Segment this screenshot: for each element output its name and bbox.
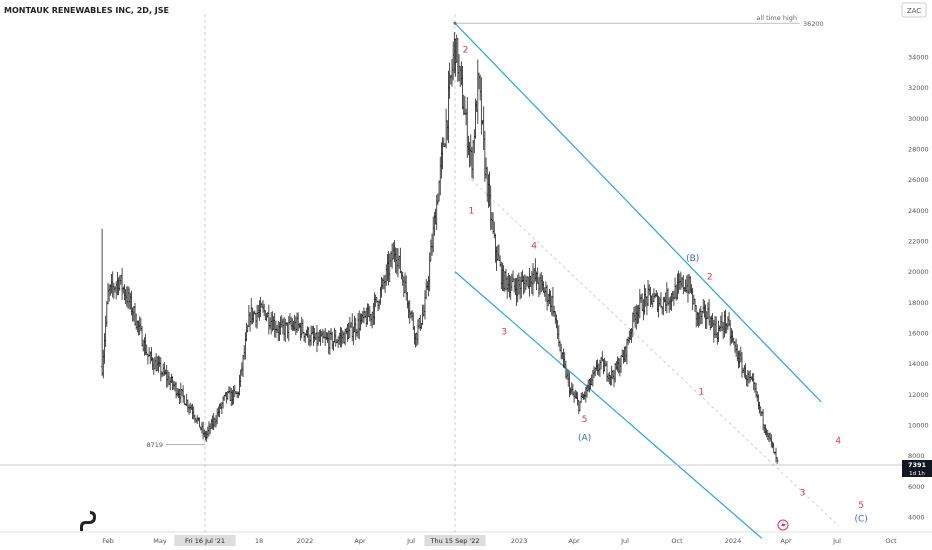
wave-label: 3	[501, 328, 507, 338]
low-marker-label: 8719	[146, 441, 163, 449]
x-tick-label: Fri 16 Jul '21	[185, 537, 225, 545]
currency-badge[interactable]	[901, 2, 927, 18]
price-markers: all time high 36200 8719 7391 1d 1h	[0, 14, 932, 477]
crosshair-date-badge	[174, 535, 236, 546]
y-tick-label: 4000	[908, 513, 925, 521]
y-tick-label: 8000	[908, 452, 925, 460]
y-tick-label: 10000	[908, 421, 929, 429]
elliott-wave-labels: 2 1 3 4 5 (A) (B) 2 1 3 4 5 (C)	[463, 45, 868, 524]
y-tick-label: 34000	[908, 53, 929, 61]
wave-label: 5	[858, 501, 864, 511]
x-tick-label: 2024	[725, 537, 742, 545]
wave-label: 3	[800, 489, 806, 499]
ohlc-bar	[717, 320, 720, 343]
trend-channel[interactable]	[454, 22, 840, 539]
x-tick-label: Apr	[568, 537, 580, 545]
x-tick-label: May	[153, 537, 167, 545]
x-tick-label: Jul	[406, 537, 415, 545]
wave-label: 2	[707, 272, 713, 282]
wave-label: (C)	[854, 515, 867, 525]
x-tick-label: 18	[255, 537, 263, 545]
x-tick-label: Apr	[780, 537, 792, 545]
all-time-high-value: 36200	[803, 20, 824, 28]
price-axis[interactable]: 4000 6000 8000 10000 12000 14000 16000 18000 200…	[908, 53, 929, 521]
y-tick-label: 22000	[908, 237, 929, 245]
y-tick-label: 16000	[908, 329, 929, 337]
y-tick-label: 32000	[908, 84, 929, 92]
y-tick-label: 12000	[908, 391, 929, 399]
last-price-value: 7391	[908, 461, 927, 469]
ohlc-bar	[476, 59, 480, 124]
wave-label: 1	[468, 206, 474, 216]
time-axis[interactable]: Feb May Fri 16 Jul '21 18 2022 Apr Jul Thu 15 S…	[102, 519, 897, 546]
wave-label: 2	[463, 45, 469, 55]
all-time-high-dot	[453, 21, 457, 25]
channel-upper-line[interactable]	[454, 22, 822, 403]
wave-label: 4	[835, 436, 841, 446]
channel-lower-line[interactable]	[454, 271, 763, 539]
channel-midline[interactable]	[471, 179, 840, 527]
crosshair-date-badge	[424, 535, 486, 546]
tradingview-logo-icon[interactable]	[80, 511, 96, 531]
wave-label: 1	[699, 387, 705, 397]
x-tick-label: Thu 15 Sep '22	[430, 537, 480, 545]
y-tick-label: 28000	[908, 145, 929, 153]
all-time-high-label: all time high	[756, 14, 797, 22]
grid	[0, 14, 932, 533]
x-tick-label: Oct	[671, 537, 683, 545]
x-tick-label: Jul	[832, 537, 841, 545]
dividend-event-icon[interactable]	[777, 519, 789, 531]
chart-title: MONTAUK RENEWABLES INC, 2D, JSE	[4, 6, 169, 15]
last-price-countdown: 1d 1h	[909, 471, 925, 477]
x-tick-label: Apr	[354, 537, 366, 545]
wave-label: 4	[531, 242, 537, 252]
currency-label: ZAC	[907, 7, 921, 15]
y-tick-label: 6000	[908, 483, 925, 491]
y-tick-label: 18000	[908, 299, 929, 307]
y-tick-label: 14000	[908, 360, 929, 368]
ohlc-bar	[105, 301, 109, 327]
wave-label: (B)	[686, 254, 699, 264]
x-tick-label: 2023	[511, 537, 528, 545]
ohlc-bar	[775, 457, 779, 464]
y-tick-label: 20000	[908, 268, 929, 276]
last-price-badge	[902, 459, 932, 477]
y-tick-label: 30000	[908, 115, 929, 123]
x-tick-label: 2022	[297, 537, 314, 545]
y-tick-label: 26000	[908, 176, 929, 184]
y-tick-label: 24000	[908, 207, 929, 215]
ohlc-bars	[100, 32, 779, 464]
wave-label: (A)	[578, 433, 591, 443]
x-tick-label: Oct	[885, 537, 897, 545]
x-tick-label: Jul	[620, 537, 629, 545]
wave-label: 5	[582, 415, 588, 425]
x-tick-label: Feb	[102, 537, 114, 545]
